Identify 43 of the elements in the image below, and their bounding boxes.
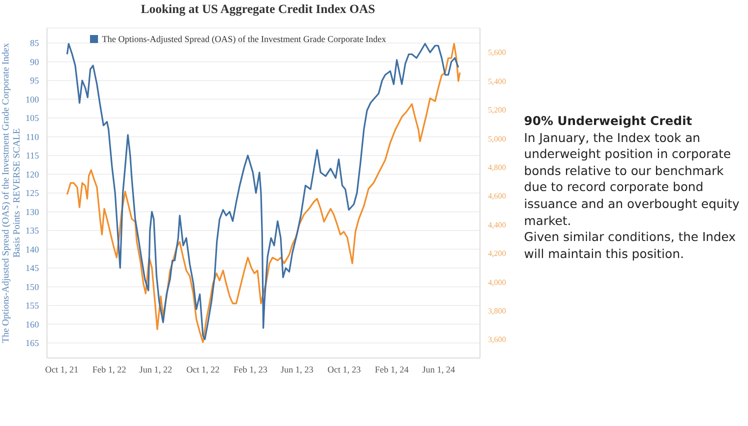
x-tick-label: Jun 1, 24 [422, 364, 456, 374]
y-tick-label: 85 [30, 38, 40, 48]
y-tick-label: 90 [30, 56, 40, 67]
y2-tick-label: 3,800 [488, 306, 506, 316]
text: Given similar conditions, the Index will maintain this position. [524, 229, 737, 262]
y2-tick-label: 4,400 [488, 220, 506, 230]
y-tick-label: 95 [30, 76, 40, 86]
y2-tick-label: 4,200 [488, 249, 506, 258]
x-tick-label: Feb 1, 24 [374, 364, 410, 374]
y-tick-label: 160 [26, 319, 40, 330]
y-tick-label: 105 [26, 113, 40, 124]
x-tick-label: Oct 1, 23 [328, 364, 362, 374]
text: 90% Underweight Credit [524, 113, 694, 130]
x-tick-label: Oct 1, 22 [186, 364, 220, 374]
y2-tick-label: 4,600 [488, 192, 506, 201]
y-tick-label: 145 [26, 263, 40, 274]
y-tick-label: 115 [26, 150, 40, 161]
y-tick-label: 165 [26, 338, 40, 348]
y2-tick-label: 3,600 [488, 335, 506, 344]
y2-tick-label: 5,400 [488, 76, 506, 86]
x-tick-label: Jun 1, 23 [280, 364, 314, 374]
text: In January, the Index took an underweight position in corporate bonds relative to our benchmark due to record corporate bond issuance and an overbought equity market. [524, 130, 740, 230]
y-tick-label: 130 [26, 206, 40, 217]
y-tick-label: 155 [26, 300, 40, 311]
y-tick-label: 100 [26, 94, 40, 104]
x-tick-label: Oct 1, 21 [45, 364, 78, 374]
y2-tick-label: 4,800 [488, 163, 506, 172]
chart-title: Looking at US Aggregate Credit Index OAS [140, 2, 376, 17]
y2-tick-label: 5,600 [488, 48, 506, 58]
y-tick-label: 120 [26, 169, 40, 180]
y2-tick-label: 5,000 [488, 134, 506, 144]
legend-label: The Options-Adjusted Spread (OAS) of the Investment Grade Corporate Index [102, 34, 386, 44]
y-tick-label: 140 [26, 244, 40, 254]
y-tick-label: 125 [26, 188, 40, 198]
y2-tick-label: 5,200 [488, 106, 506, 115]
y-axis-title: The Options-Adjusted Spread (OAS) of the Investment Grade Corporate Index Basis Points - REVERSE SCALE [2, 42, 22, 343]
y2-tick-label: 4,000 [488, 278, 506, 287]
y-tick-label: 150 [26, 282, 40, 292]
y-tick-label: 110 [26, 132, 40, 142]
x-tick-label: Feb 1, 22 [92, 364, 126, 374]
x-tick-label: Feb 1, 23 [234, 364, 268, 374]
y-tick-label: 135 [26, 226, 40, 236]
x-tick-label: Jun 1, 22 [139, 364, 172, 374]
